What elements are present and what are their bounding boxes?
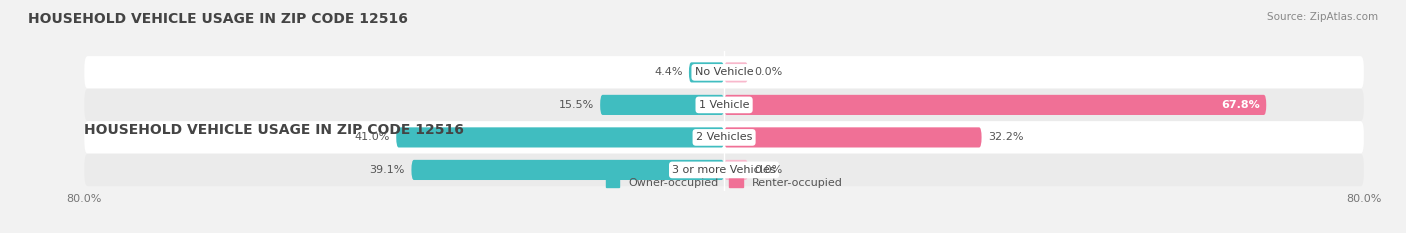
Text: 0.0%: 0.0% — [755, 165, 783, 175]
FancyBboxPatch shape — [396, 127, 724, 147]
FancyBboxPatch shape — [84, 89, 1364, 121]
FancyBboxPatch shape — [724, 160, 748, 180]
FancyBboxPatch shape — [84, 121, 1364, 154]
Text: Source: ZipAtlas.com: Source: ZipAtlas.com — [1267, 12, 1378, 22]
FancyBboxPatch shape — [600, 95, 724, 115]
Text: 15.5%: 15.5% — [558, 100, 593, 110]
FancyBboxPatch shape — [689, 62, 724, 82]
Text: 41.0%: 41.0% — [354, 132, 389, 142]
FancyBboxPatch shape — [84, 56, 1364, 89]
Text: 32.2%: 32.2% — [988, 132, 1024, 142]
Text: HOUSEHOLD VEHICLE USAGE IN ZIP CODE 12516: HOUSEHOLD VEHICLE USAGE IN ZIP CODE 1251… — [84, 123, 464, 137]
FancyBboxPatch shape — [724, 95, 1267, 115]
FancyBboxPatch shape — [724, 127, 981, 147]
Text: 4.4%: 4.4% — [654, 67, 682, 77]
Text: 3 or more Vehicles: 3 or more Vehicles — [672, 165, 776, 175]
FancyBboxPatch shape — [724, 62, 748, 82]
Text: 67.8%: 67.8% — [1222, 100, 1260, 110]
Text: 2 Vehicles: 2 Vehicles — [696, 132, 752, 142]
Text: 1 Vehicle: 1 Vehicle — [699, 100, 749, 110]
Text: HOUSEHOLD VEHICLE USAGE IN ZIP CODE 12516: HOUSEHOLD VEHICLE USAGE IN ZIP CODE 1251… — [28, 12, 408, 26]
Text: 39.1%: 39.1% — [370, 165, 405, 175]
Text: No Vehicle: No Vehicle — [695, 67, 754, 77]
FancyBboxPatch shape — [412, 160, 724, 180]
FancyBboxPatch shape — [84, 154, 1364, 186]
Legend: Owner-occupied, Renter-occupied: Owner-occupied, Renter-occupied — [602, 173, 846, 192]
Text: 0.0%: 0.0% — [755, 67, 783, 77]
